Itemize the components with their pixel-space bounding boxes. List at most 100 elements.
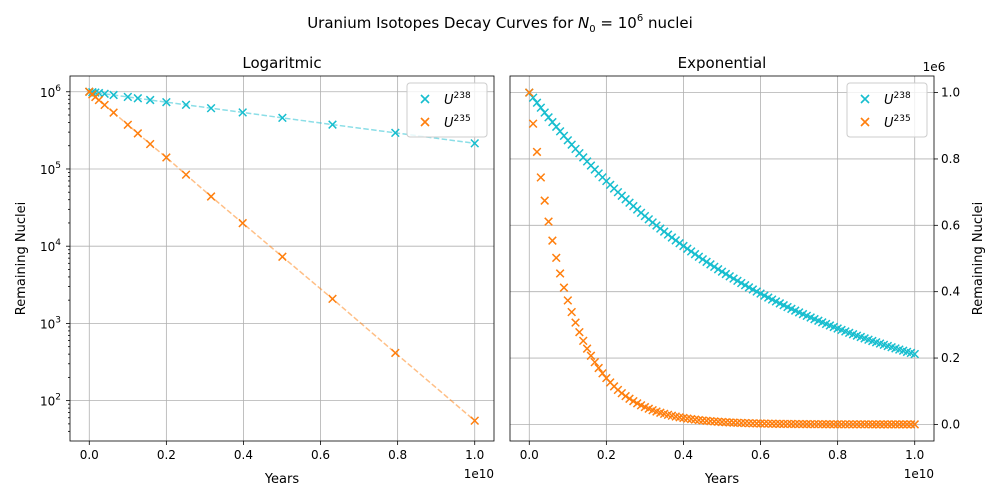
figure-suptitle: Uranium Isotopes Decay Curves for N0 = 1… xyxy=(307,13,693,35)
x-tick-label: 0.6 xyxy=(311,448,330,462)
legend-entry: U235 xyxy=(444,114,471,131)
data-point xyxy=(794,419,804,429)
y-tick-base: 10 xyxy=(40,86,55,100)
data-point xyxy=(162,153,171,162)
data-point xyxy=(883,420,893,429)
y-tick-label: 0.0 xyxy=(941,417,960,431)
data-point xyxy=(740,418,750,428)
data-point xyxy=(844,419,854,429)
x-axis-label: Years xyxy=(264,472,300,487)
data-point xyxy=(582,344,592,353)
x-axis-label: Years xyxy=(704,472,740,487)
data-point xyxy=(559,283,569,292)
data-point xyxy=(713,264,723,274)
data-point xyxy=(875,420,885,429)
data-point xyxy=(532,147,542,157)
data-point xyxy=(528,119,538,129)
data-point xyxy=(867,420,877,429)
y-offset-label: 1e6 xyxy=(923,60,946,74)
data-point xyxy=(852,420,862,429)
y-tick-label: 103 xyxy=(40,315,61,331)
data-point xyxy=(578,336,588,346)
data-point xyxy=(123,92,133,102)
data-point xyxy=(470,138,480,148)
legend-entry: U238 xyxy=(884,91,911,108)
data-point xyxy=(238,108,248,117)
data-point xyxy=(524,88,534,97)
data-point xyxy=(825,419,835,429)
data-point xyxy=(551,253,561,263)
log-chart-panel: 0.0 0.2 0.4 0.6 0.8 1.01e10Years1021031041051… xyxy=(14,54,495,487)
data-point xyxy=(694,252,704,262)
legend-entry-sup: 235 xyxy=(894,114,911,124)
data-point xyxy=(133,129,143,138)
data-point xyxy=(145,139,155,149)
data-point xyxy=(910,420,920,429)
data-point xyxy=(779,419,789,429)
data-point xyxy=(390,348,400,358)
data-point xyxy=(748,418,758,428)
x-tick-label: 0.0 xyxy=(80,448,99,462)
y-tick-label: 106 xyxy=(40,84,61,100)
data-point xyxy=(814,419,823,429)
data-point xyxy=(586,351,596,361)
y-tick-exponent: 6 xyxy=(55,84,61,94)
x-tick-label: 0.2 xyxy=(597,448,616,462)
y-tick-label: 0.2 xyxy=(941,351,960,365)
grid xyxy=(510,76,934,441)
x-offset-label: 1e10 xyxy=(904,467,934,481)
data-point xyxy=(567,307,577,317)
data-point xyxy=(744,418,754,428)
y-tick-base: 10 xyxy=(40,395,55,409)
data-point xyxy=(775,419,785,429)
y-tick-base: 10 xyxy=(40,240,55,254)
legend-marker xyxy=(420,117,430,127)
data-point xyxy=(910,349,920,359)
x-tick-label: 0.8 xyxy=(828,448,847,462)
data-point xyxy=(278,252,287,262)
chart-title: Logaritmic xyxy=(242,54,321,72)
data-point xyxy=(725,271,735,281)
data-point xyxy=(238,218,248,228)
data-point xyxy=(706,260,715,269)
y-tick-label: 105 xyxy=(40,161,61,177)
y-tick-exponent: 3 xyxy=(55,315,61,325)
legend-marker xyxy=(420,94,430,104)
data-point xyxy=(717,267,727,276)
data-point xyxy=(864,420,873,429)
data-point xyxy=(833,419,842,429)
legend-entry-sup: 238 xyxy=(454,91,471,101)
y-tick-exponent: 5 xyxy=(55,161,61,171)
data-point xyxy=(470,416,480,426)
data-point xyxy=(528,93,538,103)
data-point xyxy=(756,419,765,428)
data-point xyxy=(555,269,565,278)
data-point xyxy=(328,120,337,129)
data-point xyxy=(871,420,881,429)
data-point xyxy=(328,294,337,304)
data-point xyxy=(181,100,191,110)
data-point xyxy=(790,419,800,429)
data-point xyxy=(109,90,118,100)
data-point xyxy=(894,420,904,429)
data-point xyxy=(100,100,109,110)
y-tick-label: 0.8 xyxy=(941,152,960,166)
data-point xyxy=(902,420,912,429)
data-point xyxy=(891,420,900,429)
data-point xyxy=(123,120,133,130)
legend-entry-sup: 238 xyxy=(894,91,911,101)
data-point xyxy=(162,97,171,107)
data-point xyxy=(798,419,808,429)
data-point xyxy=(590,357,600,367)
data-point xyxy=(536,173,546,182)
data-point xyxy=(571,318,580,327)
data-point xyxy=(821,419,831,429)
series-238 xyxy=(524,88,920,359)
data-point xyxy=(736,418,746,428)
data-point xyxy=(145,95,155,105)
data-point xyxy=(532,98,542,108)
data-point xyxy=(837,419,846,429)
y-axis-label: Remaining Nuclei xyxy=(971,202,986,316)
